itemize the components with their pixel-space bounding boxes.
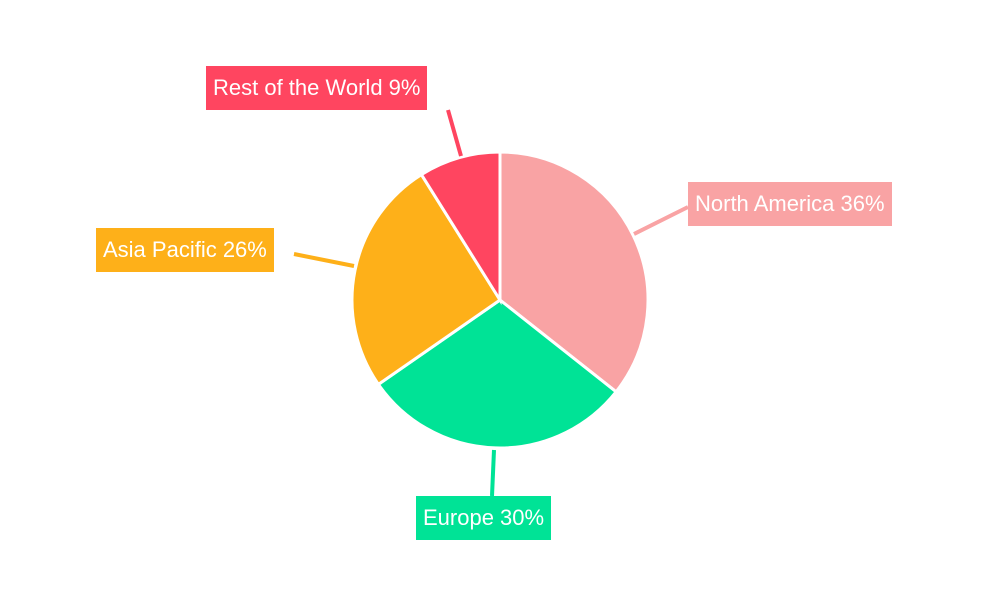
pie-slice-rest-of-the-world[interactable]: [419, 150, 502, 306]
label-rest-of-the-world: Rest of the World 9%: [206, 66, 428, 110]
pie-slice-asia-pacific[interactable]: [350, 172, 503, 387]
pie-slice-north-america[interactable]: [498, 150, 650, 394]
pie-slice-europe[interactable]: [376, 298, 619, 450]
label-north-america: North America 36%: [688, 182, 892, 226]
leader-line-asia-pacific: [293, 252, 355, 268]
leader-line-europe: [490, 449, 496, 497]
label-europe: Europe 30%: [416, 496, 552, 540]
leader-line-rest-of-the-world: [446, 109, 463, 157]
leader-line-north-america: [633, 205, 689, 236]
label-asia-pacific: Asia Pacific 26%: [96, 228, 274, 272]
